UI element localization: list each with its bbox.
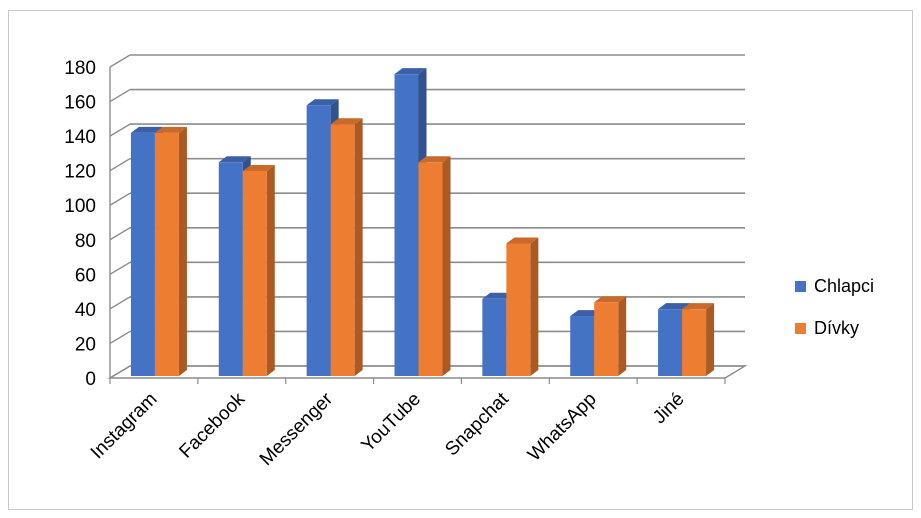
y-tick-label: 0 xyxy=(85,369,96,390)
gridline-side xyxy=(109,227,131,241)
bar-dívky-whatsapp xyxy=(594,296,627,376)
legend-item-divky: Dívky xyxy=(795,314,874,342)
x-tick-label: Instagram xyxy=(87,389,162,464)
x-tick-label: Facebook xyxy=(175,388,249,462)
bar-dívky-instagram xyxy=(154,126,187,376)
x-tick-label: Jiné xyxy=(649,389,688,428)
gridline-side xyxy=(109,330,131,345)
legend: Chlapci Dívky xyxy=(795,272,874,356)
x-tick-label: WhatsApp xyxy=(524,389,601,466)
gridline-side xyxy=(109,54,131,68)
y-tick-label: 140 xyxy=(64,127,96,148)
x-tick-label: YouTube xyxy=(357,389,425,457)
legend-swatch-chlapci xyxy=(795,280,806,292)
legend-label-divky: Dívky xyxy=(814,317,859,338)
bar-dívky-snapchat xyxy=(506,237,539,376)
y-tick-label: 80 xyxy=(75,231,96,252)
x-tick-label: Messenger xyxy=(256,388,338,470)
gridline-side xyxy=(109,296,131,310)
x-tick-label: Snapchat xyxy=(441,388,513,460)
y-tick-label: 60 xyxy=(75,265,96,286)
y-tick-label: 120 xyxy=(64,162,96,183)
y-tick-label: 160 xyxy=(64,93,96,114)
bar-dívky-messenger xyxy=(330,118,363,377)
legend-swatch-divky xyxy=(795,322,806,334)
legend-item-chlapci: Chlapci xyxy=(795,272,874,300)
gridline-side xyxy=(109,261,131,275)
y-tick-label: 40 xyxy=(75,300,96,321)
bar-dívky-jiné xyxy=(682,303,715,376)
y-tick-label: 100 xyxy=(64,196,96,217)
bar-dívky-youtube xyxy=(418,156,451,376)
gridline-side xyxy=(109,158,131,172)
x-axis-floor xyxy=(107,365,748,379)
legend-label-chlapci: Chlapci xyxy=(814,275,875,296)
y-tick-label: 20 xyxy=(75,334,96,355)
gridline-side xyxy=(109,123,131,137)
bar-dívky-facebook xyxy=(242,164,275,376)
gridline-side xyxy=(109,192,131,206)
y-tick-label: 180 xyxy=(64,58,96,79)
gridline-side xyxy=(109,88,131,103)
